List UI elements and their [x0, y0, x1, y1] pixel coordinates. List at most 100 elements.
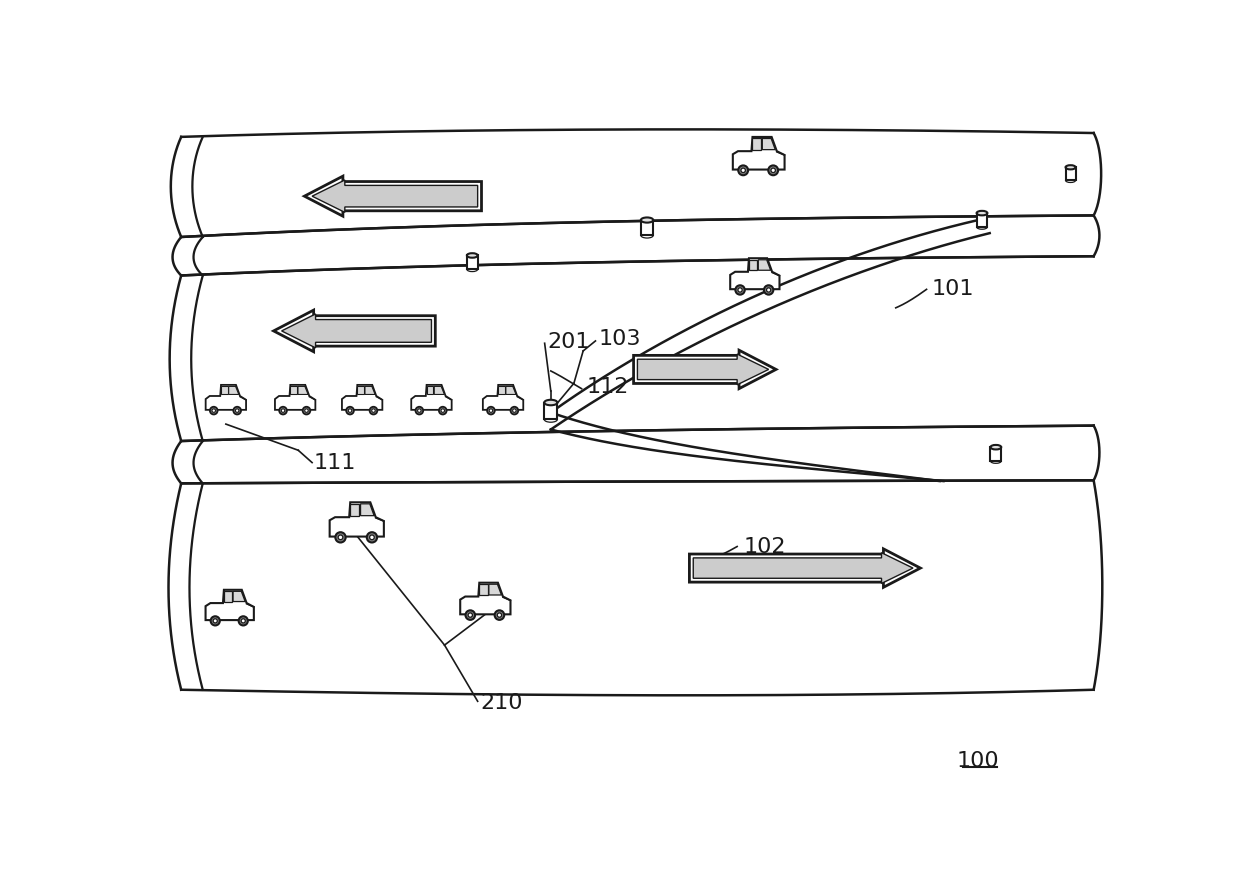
- Circle shape: [238, 616, 248, 626]
- Circle shape: [210, 407, 217, 415]
- Circle shape: [735, 286, 745, 294]
- Polygon shape: [467, 255, 477, 270]
- Ellipse shape: [641, 232, 653, 238]
- Circle shape: [303, 407, 310, 415]
- Circle shape: [236, 409, 239, 412]
- Polygon shape: [498, 386, 505, 394]
- Ellipse shape: [467, 267, 477, 271]
- Text: 201: 201: [547, 332, 589, 352]
- Ellipse shape: [977, 211, 987, 216]
- Polygon shape: [275, 385, 315, 410]
- Polygon shape: [350, 504, 360, 515]
- Ellipse shape: [1065, 179, 1075, 182]
- Text: 101: 101: [932, 279, 975, 300]
- Circle shape: [766, 288, 771, 292]
- Circle shape: [490, 409, 492, 412]
- Polygon shape: [342, 385, 382, 410]
- Polygon shape: [689, 549, 920, 587]
- Circle shape: [348, 409, 352, 412]
- Polygon shape: [489, 584, 501, 595]
- Circle shape: [441, 409, 444, 412]
- Circle shape: [212, 409, 216, 412]
- Text: 112: 112: [587, 377, 630, 397]
- Text: 210: 210: [480, 693, 522, 713]
- Polygon shape: [749, 260, 758, 271]
- Polygon shape: [281, 314, 432, 348]
- Polygon shape: [977, 213, 987, 227]
- Circle shape: [439, 407, 446, 415]
- Polygon shape: [312, 180, 477, 212]
- Polygon shape: [290, 386, 298, 394]
- Circle shape: [233, 407, 241, 415]
- Circle shape: [415, 407, 423, 415]
- Polygon shape: [221, 386, 228, 394]
- Circle shape: [339, 535, 342, 539]
- Polygon shape: [206, 385, 246, 410]
- Polygon shape: [233, 591, 246, 601]
- Circle shape: [418, 409, 422, 412]
- Polygon shape: [480, 584, 487, 595]
- Polygon shape: [991, 447, 1001, 461]
- Ellipse shape: [467, 253, 477, 258]
- Circle shape: [465, 610, 475, 620]
- Polygon shape: [460, 583, 511, 614]
- Polygon shape: [506, 386, 516, 394]
- Polygon shape: [1065, 167, 1075, 180]
- Polygon shape: [733, 137, 785, 170]
- Circle shape: [346, 407, 353, 415]
- Ellipse shape: [544, 416, 557, 423]
- Polygon shape: [298, 386, 308, 394]
- Circle shape: [764, 286, 774, 294]
- Circle shape: [487, 407, 495, 415]
- Polygon shape: [412, 385, 451, 410]
- Polygon shape: [634, 350, 776, 389]
- Circle shape: [370, 407, 377, 415]
- Polygon shape: [759, 260, 770, 271]
- Circle shape: [372, 409, 376, 412]
- Text: 100: 100: [957, 751, 999, 771]
- Circle shape: [512, 409, 516, 412]
- Polygon shape: [357, 386, 365, 394]
- Polygon shape: [224, 591, 232, 601]
- Ellipse shape: [977, 225, 987, 229]
- Polygon shape: [206, 590, 254, 620]
- Polygon shape: [361, 504, 374, 515]
- Circle shape: [497, 613, 501, 617]
- Circle shape: [771, 168, 775, 172]
- Ellipse shape: [544, 400, 557, 405]
- Polygon shape: [228, 386, 239, 394]
- Polygon shape: [330, 502, 384, 537]
- Polygon shape: [274, 310, 435, 352]
- Circle shape: [742, 168, 745, 172]
- Circle shape: [335, 532, 346, 543]
- Text: 102: 102: [743, 537, 786, 557]
- Circle shape: [495, 610, 505, 620]
- Circle shape: [241, 619, 246, 623]
- Polygon shape: [365, 386, 374, 394]
- Circle shape: [279, 407, 286, 415]
- Circle shape: [367, 532, 377, 543]
- Circle shape: [738, 165, 748, 175]
- Circle shape: [281, 409, 285, 412]
- Ellipse shape: [991, 445, 1001, 449]
- Polygon shape: [434, 386, 444, 394]
- Circle shape: [469, 613, 472, 617]
- Circle shape: [211, 616, 219, 626]
- Circle shape: [738, 288, 743, 292]
- Ellipse shape: [1065, 165, 1075, 170]
- Polygon shape: [304, 176, 481, 217]
- Circle shape: [305, 409, 309, 412]
- Polygon shape: [753, 139, 761, 149]
- Ellipse shape: [991, 459, 1001, 463]
- Polygon shape: [641, 220, 653, 235]
- Polygon shape: [693, 552, 913, 583]
- Circle shape: [769, 165, 779, 175]
- Polygon shape: [427, 386, 434, 394]
- Polygon shape: [637, 354, 769, 385]
- Circle shape: [511, 407, 518, 415]
- Text: 111: 111: [314, 453, 356, 473]
- Polygon shape: [544, 402, 557, 420]
- Polygon shape: [730, 258, 780, 289]
- Circle shape: [370, 535, 374, 539]
- Ellipse shape: [641, 217, 653, 223]
